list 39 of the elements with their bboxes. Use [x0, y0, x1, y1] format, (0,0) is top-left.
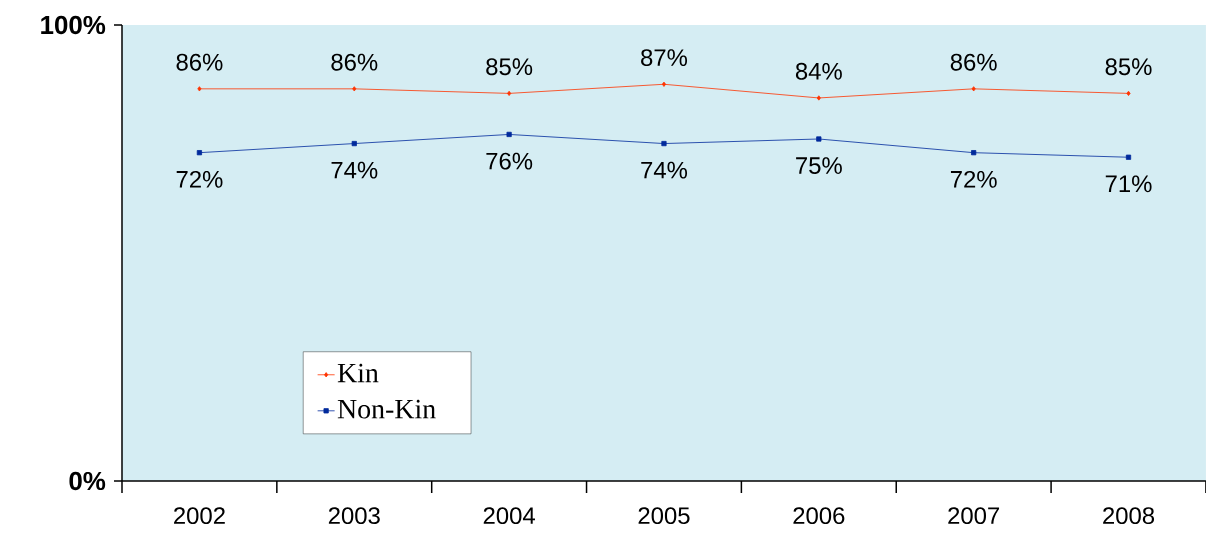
- point: [506, 131, 512, 138]
- x-tick-label: 2006: [793, 507, 845, 525]
- data-label: 74%: [331, 161, 378, 179]
- data-label: 75%: [796, 157, 842, 175]
- point: [816, 95, 821, 101]
- point: [816, 136, 822, 142]
- data-label: 72%: [950, 170, 997, 188]
- point: [352, 86, 357, 92]
- x-tick-label: 2005: [638, 507, 690, 525]
- x-tick-label: 2008: [1103, 507, 1155, 525]
- point: [197, 86, 202, 92]
- x-tick-label: 2004: [483, 507, 535, 525]
- data-label: 71%: [1105, 175, 1152, 193]
- point: [661, 81, 667, 87]
- x-tick-label: 2003: [328, 507, 380, 525]
- point: [351, 140, 357, 147]
- legend-label: Non-Kin: [337, 399, 436, 419]
- point: [971, 86, 976, 92]
- data-label: 86%: [331, 53, 378, 71]
- x-tick-label: 2007: [948, 507, 1000, 525]
- data-label: 84%: [795, 62, 842, 80]
- point: [196, 150, 203, 156]
- data-label: 85%: [1105, 58, 1152, 76]
- point: [507, 90, 512, 96]
- data-label: 86%: [176, 53, 223, 71]
- point: [971, 150, 977, 156]
- y-tick-label: 100%: [41, 15, 106, 35]
- data-label: 86%: [950, 53, 997, 71]
- point: [1125, 154, 1132, 160]
- data-label: 74%: [641, 161, 688, 179]
- y-tick-label: 0%: [69, 471, 106, 491]
- point: [661, 140, 667, 147]
- point: [1126, 90, 1131, 96]
- legend-label: Kin: [337, 363, 379, 383]
- data-label: 87%: [641, 49, 688, 67]
- x-tick-label: 2002: [174, 507, 225, 525]
- data-label: 72%: [176, 170, 223, 188]
- data-label: 85%: [486, 58, 533, 76]
- data-label: 76%: [486, 152, 533, 170]
